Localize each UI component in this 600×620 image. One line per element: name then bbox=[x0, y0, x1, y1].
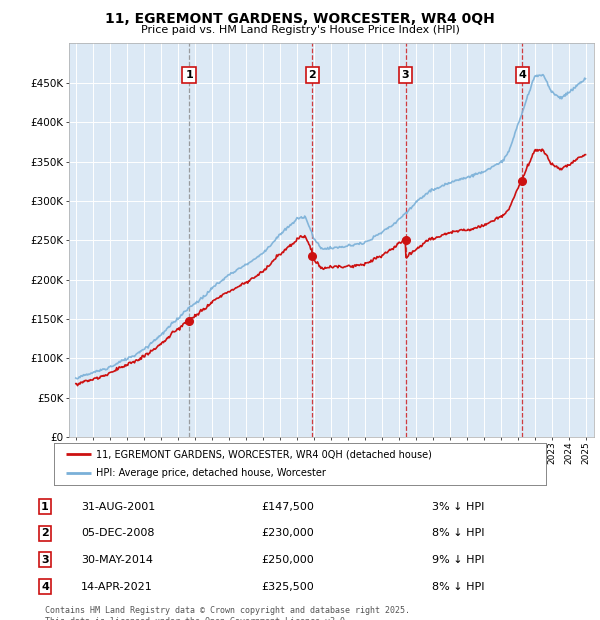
Text: £250,000: £250,000 bbox=[262, 555, 314, 565]
Text: 8% ↓ HPI: 8% ↓ HPI bbox=[432, 528, 485, 538]
Text: £147,500: £147,500 bbox=[262, 502, 314, 512]
Text: 31-AUG-2001: 31-AUG-2001 bbox=[81, 502, 155, 512]
Text: 9% ↓ HPI: 9% ↓ HPI bbox=[432, 555, 485, 565]
Text: 14-APR-2021: 14-APR-2021 bbox=[81, 582, 153, 591]
Text: £230,000: £230,000 bbox=[262, 528, 314, 538]
Text: 8% ↓ HPI: 8% ↓ HPI bbox=[432, 582, 485, 591]
Text: 4: 4 bbox=[518, 70, 526, 80]
Text: 05-DEC-2008: 05-DEC-2008 bbox=[81, 528, 155, 538]
Text: 1: 1 bbox=[41, 502, 49, 512]
Text: 3: 3 bbox=[41, 555, 49, 565]
Text: 11, EGREMONT GARDENS, WORCESTER, WR4 0QH (detached house): 11, EGREMONT GARDENS, WORCESTER, WR4 0QH… bbox=[96, 449, 431, 459]
Text: Price paid vs. HM Land Registry's House Price Index (HPI): Price paid vs. HM Land Registry's House … bbox=[140, 25, 460, 35]
Text: 3% ↓ HPI: 3% ↓ HPI bbox=[432, 502, 484, 512]
Text: £325,500: £325,500 bbox=[262, 582, 314, 591]
Text: 3: 3 bbox=[402, 70, 409, 80]
Text: 1: 1 bbox=[185, 70, 193, 80]
Text: 4: 4 bbox=[41, 582, 49, 591]
Text: HPI: Average price, detached house, Worcester: HPI: Average price, detached house, Worc… bbox=[96, 469, 326, 479]
Text: 2: 2 bbox=[41, 528, 49, 538]
Text: 11, EGREMONT GARDENS, WORCESTER, WR4 0QH: 11, EGREMONT GARDENS, WORCESTER, WR4 0QH bbox=[105, 12, 495, 27]
Text: 30-MAY-2014: 30-MAY-2014 bbox=[81, 555, 153, 565]
Text: 2: 2 bbox=[308, 70, 316, 80]
Text: Contains HM Land Registry data © Crown copyright and database right 2025.
This d: Contains HM Land Registry data © Crown c… bbox=[45, 606, 410, 620]
